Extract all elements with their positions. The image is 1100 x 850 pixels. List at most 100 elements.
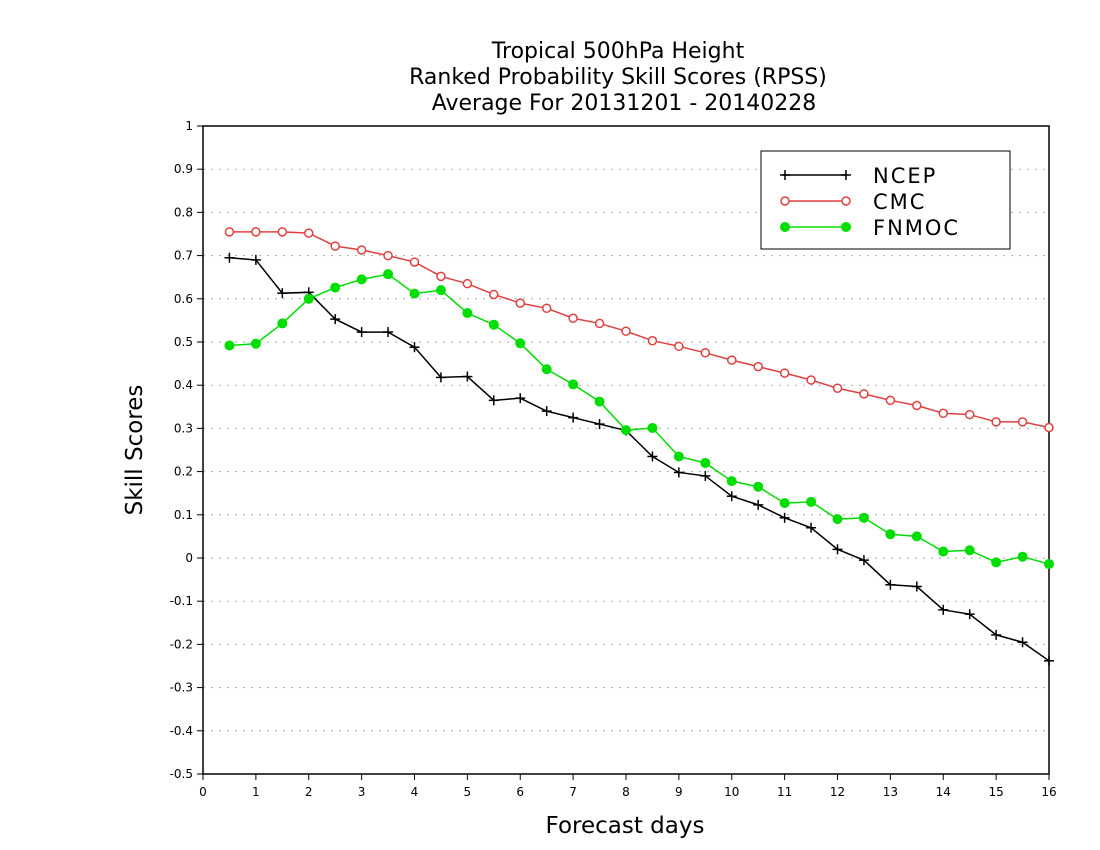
title-line-1: Tropical 500hPa Height xyxy=(491,39,745,64)
fnmoc-point xyxy=(673,451,684,462)
ncep-point xyxy=(515,393,526,404)
ncep-point xyxy=(779,512,790,523)
grid-lines xyxy=(203,168,1049,732)
y-tick-label: 0.1 xyxy=(174,508,193,522)
ncep-line xyxy=(229,257,1050,662)
ncep-point xyxy=(330,314,341,325)
x-axis: 0 1 2 3 4 5 6 7 8 9 10 11 12 13 14 15 16 xyxy=(199,774,1057,799)
ncep-point xyxy=(991,629,1002,640)
ncep-point xyxy=(673,467,684,478)
cmc-point xyxy=(356,245,367,255)
x-tick-label: 14 xyxy=(936,785,951,799)
cmc-point xyxy=(436,271,446,282)
cmc-point xyxy=(938,408,948,419)
title-line-2: Ranked Probability Skill Scores (RPSS) xyxy=(409,65,827,90)
y-tick-label: 1 xyxy=(185,119,193,133)
cmc-point xyxy=(462,278,473,289)
x-tick-label: 5 xyxy=(464,785,472,799)
x-tick-label: 11 xyxy=(777,785,792,799)
fnmoc-point xyxy=(594,396,605,407)
cmc-point xyxy=(674,341,684,352)
y-tick-label: -0.1 xyxy=(170,594,193,608)
fnmoc-point xyxy=(726,476,737,487)
cmc-point xyxy=(991,417,1001,427)
fnmoc-point xyxy=(621,425,631,436)
legend-marker xyxy=(841,170,851,180)
cmc-point xyxy=(277,227,288,237)
cmc-point xyxy=(647,335,658,346)
x-tick-label: 1 xyxy=(252,785,260,799)
x-tick-label: 9 xyxy=(675,785,683,799)
ncep-point xyxy=(356,327,367,338)
ncep-point xyxy=(647,451,658,462)
cmc-point xyxy=(700,348,711,358)
y-tick-label: -0.3 xyxy=(170,681,193,695)
ncep-point xyxy=(277,288,288,299)
ncep-point xyxy=(806,522,817,533)
ncep-point xyxy=(435,372,446,383)
ncep-point xyxy=(858,555,869,566)
ncep-point xyxy=(541,406,552,417)
cmc-point xyxy=(568,313,578,323)
ncep-point xyxy=(409,342,420,353)
x-tick-label: 8 xyxy=(622,785,630,799)
fnmoc-point xyxy=(858,512,869,523)
legend-marker xyxy=(780,170,790,180)
fnmoc-point xyxy=(515,338,526,349)
legend-marker xyxy=(841,222,851,232)
fnmoc-point xyxy=(356,274,367,285)
y-tick-label: -0.5 xyxy=(170,767,193,781)
fnmoc-point xyxy=(541,364,552,375)
fnmoc-point xyxy=(330,282,341,293)
fnmoc-point xyxy=(991,557,1002,568)
fnmoc-point xyxy=(250,338,261,349)
cmc-point xyxy=(727,355,737,365)
y-tick-label: 0.3 xyxy=(174,421,193,435)
fnmoc-point xyxy=(383,269,394,280)
y-tick-label: 0.7 xyxy=(174,249,193,263)
cmc-point xyxy=(594,318,605,329)
y-tick-label: 0.5 xyxy=(174,335,193,349)
cmc-line xyxy=(229,231,1050,429)
ncep-point xyxy=(224,252,235,263)
cmc-point xyxy=(409,257,420,267)
x-tick-label: 7 xyxy=(569,785,577,799)
ncep-point xyxy=(594,419,605,430)
ncep-point xyxy=(250,254,261,265)
cmc-point xyxy=(621,326,631,336)
cmc-point xyxy=(541,303,552,314)
y-tick-label: 0 xyxy=(185,551,193,565)
cmc-point xyxy=(224,227,235,237)
ncep-point xyxy=(383,327,394,338)
cmc-point xyxy=(330,241,340,251)
y-tick-label: 0.9 xyxy=(174,162,193,176)
fnmoc-point xyxy=(700,457,711,468)
fnmoc-point xyxy=(303,293,314,304)
cmc-point xyxy=(832,383,843,393)
ncep-point xyxy=(832,544,843,555)
fnmoc-point xyxy=(753,481,764,492)
fnmoc-point xyxy=(1017,551,1028,562)
x-tick-label: 15 xyxy=(988,785,1003,799)
fnmoc-point xyxy=(806,496,817,507)
cmc-point xyxy=(383,250,393,261)
fnmoc-point xyxy=(1044,559,1054,570)
ncep-point xyxy=(1044,655,1054,666)
x-tick-label: 2 xyxy=(305,785,313,799)
ncep-point xyxy=(753,499,764,510)
x-tick-label: 12 xyxy=(830,785,845,799)
cmc-point xyxy=(489,289,499,300)
fnmoc-point xyxy=(964,545,975,556)
cmc-point xyxy=(304,228,314,238)
cmc-point xyxy=(885,395,896,406)
fnmoc-point xyxy=(938,546,949,557)
ncep-point xyxy=(488,395,499,406)
ncep-point xyxy=(700,470,711,481)
cmc-point xyxy=(806,375,816,385)
y-axis: -0.5 -0.4 -0.3 -0.2 -0.1 0 0.1 0.2 0.3 0.4 0.5 0.6 0… xyxy=(170,119,203,781)
series-cmc xyxy=(224,227,1054,433)
cmc-point xyxy=(753,361,763,372)
fnmoc-point xyxy=(277,318,288,329)
